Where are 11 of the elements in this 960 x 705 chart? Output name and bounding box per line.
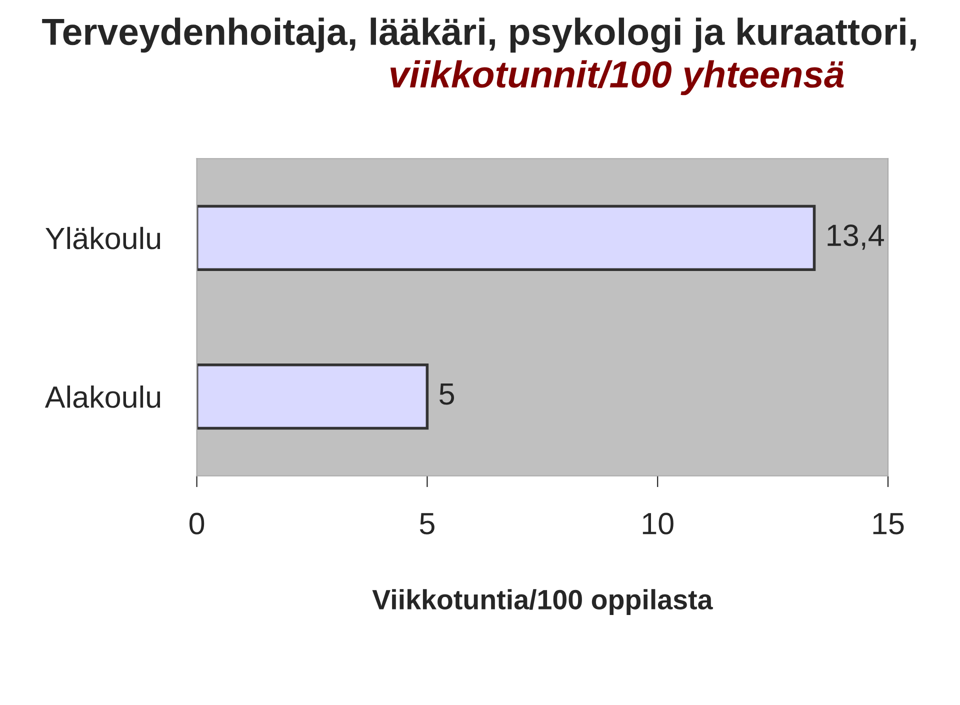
x-tick-label: 10 [642, 512, 674, 534]
x-axis-title: Viikkotuntia/100 oppilasta [372, 589, 713, 615]
y-tick-label: Alakoulu [44, 385, 160, 408]
y-tick-label: Yläkoulu [46, 226, 160, 250]
data-label: 13,4 [828, 224, 884, 250]
x-tick-label: 0 [190, 512, 204, 534]
chart-title: Terveydenhoitaja, lääkäri, psykologi ja kuraattori, [42, 18, 916, 53]
data-label: 5 [440, 383, 454, 405]
chart-subtitle: viikkotunnit/100 yhteensä [390, 60, 844, 96]
x-tick-label: 15 [873, 513, 904, 534]
x-tick-label: 5 [420, 513, 434, 534]
